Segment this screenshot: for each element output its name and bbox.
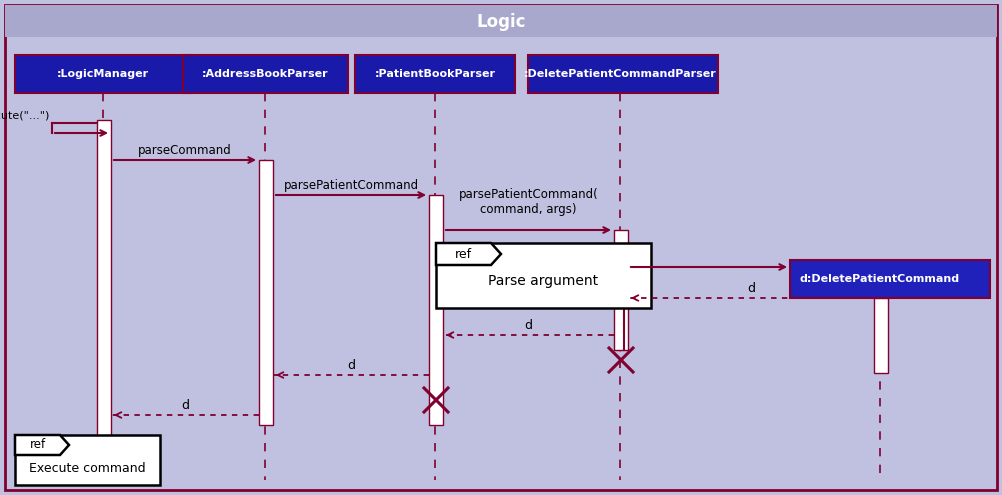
Text: Logic: Logic <box>476 13 526 31</box>
FancyBboxPatch shape <box>614 230 628 350</box>
FancyBboxPatch shape <box>15 435 160 485</box>
FancyBboxPatch shape <box>528 55 718 93</box>
FancyBboxPatch shape <box>429 195 443 425</box>
Text: d:DeletePatientCommand: d:DeletePatientCommand <box>800 274 960 284</box>
FancyBboxPatch shape <box>15 55 190 93</box>
Text: ref: ref <box>455 248 472 260</box>
Text: Execute command: Execute command <box>29 461 146 475</box>
Polygon shape <box>15 435 69 455</box>
Text: :PatientBookParser: :PatientBookParser <box>375 69 496 79</box>
Text: ref: ref <box>29 439 45 451</box>
FancyBboxPatch shape <box>259 160 273 425</box>
FancyBboxPatch shape <box>5 5 997 37</box>
Text: execute("..."): execute("...") <box>0 110 50 120</box>
Text: d: d <box>181 399 189 412</box>
Text: :LogicManager: :LogicManager <box>57 69 149 79</box>
FancyBboxPatch shape <box>183 55 348 93</box>
Text: d: d <box>347 359 355 372</box>
Text: :DeletePatientCommandParser: :DeletePatientCommandParser <box>524 69 716 79</box>
Text: Parse argument: Parse argument <box>488 274 598 288</box>
FancyBboxPatch shape <box>874 298 888 373</box>
FancyBboxPatch shape <box>790 260 990 298</box>
Text: :AddressBookParser: :AddressBookParser <box>201 69 329 79</box>
FancyBboxPatch shape <box>97 120 111 450</box>
Text: parsePatientCommand(
command, args): parsePatientCommand( command, args) <box>459 188 598 216</box>
Text: d: d <box>524 319 532 332</box>
Text: d: d <box>747 282 755 295</box>
Text: parseCommand: parseCommand <box>138 144 231 157</box>
FancyBboxPatch shape <box>5 5 997 490</box>
FancyBboxPatch shape <box>355 55 515 93</box>
Polygon shape <box>436 243 501 265</box>
Text: parsePatientCommand: parsePatientCommand <box>284 179 419 192</box>
FancyBboxPatch shape <box>436 243 651 308</box>
